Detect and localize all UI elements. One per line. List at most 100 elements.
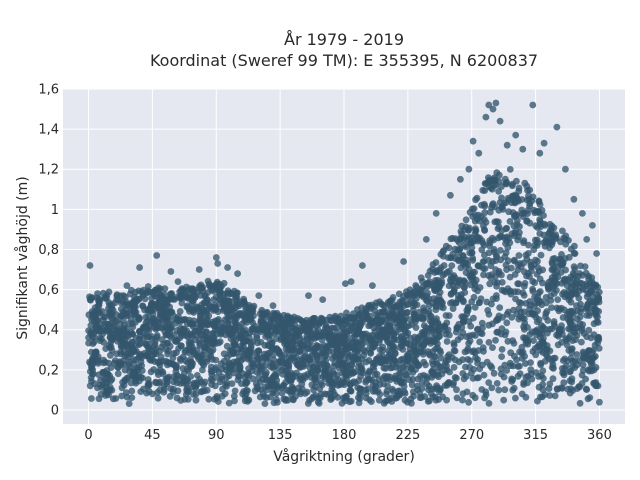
data-point — [211, 395, 218, 403]
data-point — [218, 392, 226, 400]
data-point — [114, 370, 122, 378]
data-point — [348, 334, 356, 342]
data-point-outlier — [422, 236, 430, 243]
data-point — [453, 394, 461, 402]
data-point — [450, 272, 458, 279]
data-point — [469, 391, 477, 399]
data-point — [205, 280, 213, 288]
data-point — [201, 343, 209, 351]
data-point — [112, 395, 120, 402]
y-tick-label: 0,2 — [38, 363, 59, 378]
data-point — [488, 384, 496, 392]
data-point — [389, 387, 397, 395]
data-point — [518, 355, 526, 362]
data-point — [281, 326, 289, 334]
data-point — [230, 350, 237, 358]
x-tick-label: 270 — [459, 428, 484, 443]
data-point — [515, 184, 523, 192]
data-point — [503, 311, 511, 318]
data-point — [185, 338, 193, 346]
data-point-outlier — [136, 264, 144, 271]
data-point — [208, 356, 216, 363]
data-point — [256, 310, 264, 318]
data-point — [513, 356, 520, 364]
data-point — [524, 372, 532, 380]
data-point — [496, 304, 504, 311]
data-point — [236, 363, 244, 371]
data-point — [170, 385, 177, 393]
data-point — [515, 305, 523, 312]
data-point — [497, 365, 505, 373]
data-point — [499, 205, 507, 213]
data-point — [401, 388, 408, 396]
data-point — [136, 315, 144, 322]
data-point — [377, 359, 384, 366]
data-point-outlier — [269, 302, 277, 309]
data-point — [520, 308, 528, 316]
data-point — [470, 347, 478, 355]
data-point — [426, 278, 433, 286]
data-point — [183, 384, 191, 392]
data-point — [344, 322, 352, 330]
data-point — [127, 329, 135, 336]
data-point — [535, 267, 543, 275]
data-point — [492, 252, 500, 259]
data-point — [405, 376, 413, 384]
data-point-outlier — [400, 258, 407, 265]
data-point — [242, 305, 250, 313]
x-tick-label: 0 — [84, 428, 92, 443]
data-point — [147, 357, 155, 364]
data-point — [536, 329, 544, 337]
data-point — [100, 313, 108, 321]
data-point — [185, 305, 193, 313]
data-point — [366, 396, 373, 404]
data-point-outlier — [512, 131, 520, 139]
data-point — [121, 341, 128, 349]
data-point — [567, 367, 574, 375]
x-tick-label: 90 — [208, 428, 225, 443]
data-point — [532, 313, 540, 321]
data-point — [100, 339, 108, 346]
data-point — [294, 357, 301, 364]
data-point — [559, 314, 567, 321]
data-point — [515, 299, 523, 306]
data-point — [568, 375, 576, 382]
data-point — [290, 386, 297, 393]
data-point-outlier — [465, 165, 473, 173]
data-point — [107, 364, 115, 371]
data-point — [569, 307, 577, 315]
data-point — [414, 382, 421, 390]
data-point — [465, 318, 473, 325]
data-point — [192, 396, 200, 404]
y-tick-label: 1,2 — [38, 163, 59, 178]
data-point — [524, 324, 531, 331]
data-point — [396, 391, 403, 399]
data-point — [343, 309, 350, 317]
data-point — [520, 292, 528, 299]
data-point — [321, 390, 329, 398]
data-point — [107, 311, 114, 319]
data-point — [129, 368, 137, 376]
data-point — [216, 280, 223, 288]
data-point — [538, 301, 546, 309]
data-point — [238, 320, 246, 328]
data-point — [99, 308, 106, 315]
data-point — [486, 239, 494, 247]
data-point — [411, 312, 419, 319]
data-point — [584, 301, 591, 309]
data-point — [288, 318, 296, 325]
data-point — [417, 274, 425, 282]
data-point — [125, 320, 133, 328]
data-point — [90, 333, 98, 341]
data-point — [331, 391, 339, 399]
data-point — [479, 265, 487, 272]
data-point — [497, 370, 505, 378]
data-point — [546, 380, 554, 388]
data-point — [424, 398, 432, 405]
chart-title-line-1: År 1979 - 2019 — [284, 30, 404, 49]
data-point — [150, 290, 158, 298]
data-point — [282, 395, 289, 403]
data-point — [469, 269, 477, 276]
data-point — [562, 266, 569, 274]
data-point — [474, 359, 481, 367]
